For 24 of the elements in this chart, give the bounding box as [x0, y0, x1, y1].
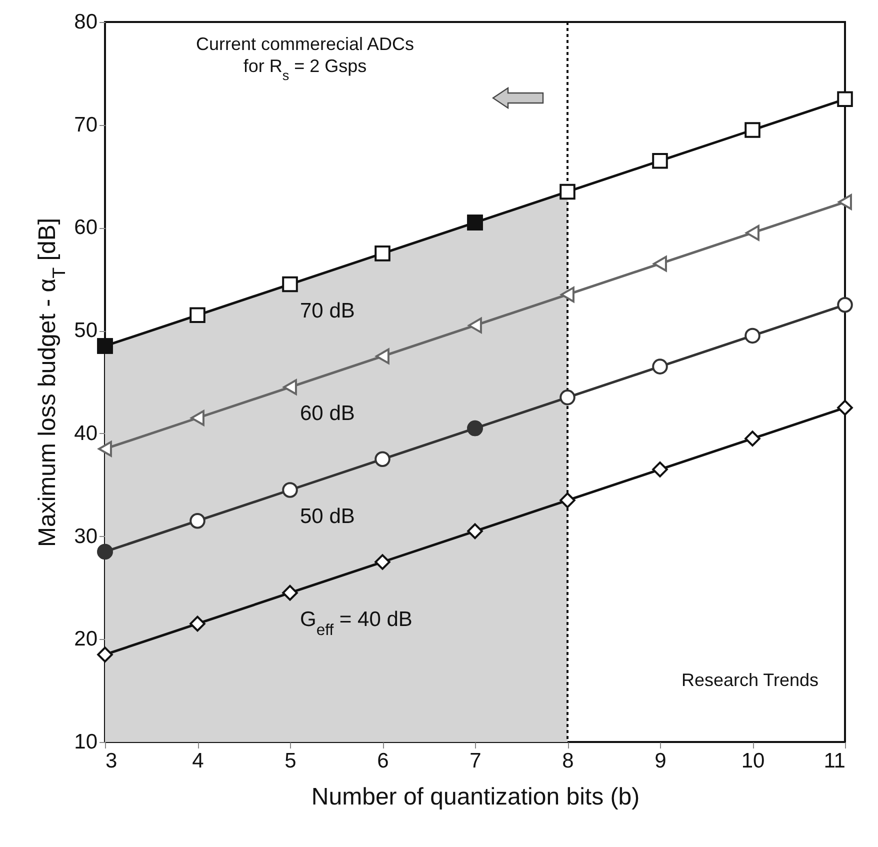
- x-tick-label: 5: [284, 750, 296, 772]
- x-tick-label: 6: [377, 750, 389, 772]
- annotation: Current commerecial ADCs for R$_{s}$ = 2 Gsps: [196, 34, 414, 82]
- series-label: 50 dB: [300, 505, 355, 528]
- y-tick-label: 40: [74, 422, 98, 445]
- annotation: Research Trends: [681, 670, 819, 690]
- series-label: 70 dB: [300, 299, 355, 322]
- y-tick-label: 30: [74, 524, 98, 548]
- x-tick-label: 7: [470, 750, 482, 772]
- series-label: G$_{eff}$ = 40 dB: [300, 608, 412, 638]
- x-axis-title: Number of quantization bits (b): [311, 784, 640, 810]
- y-tick-label: 60: [74, 216, 98, 240]
- x-tick-label: 8: [562, 750, 574, 772]
- series-label: 60 dB: [300, 402, 355, 426]
- x-tick-label: 10: [741, 750, 765, 772]
- x-tick-label: 11: [824, 750, 846, 772]
- y-tick-label: 10: [74, 730, 98, 754]
- y-tick-label: 50: [74, 319, 98, 342]
- x-tick-label: 9: [654, 750, 666, 772]
- x-tick-label: 4: [192, 750, 204, 772]
- x-tick-label: 3: [106, 750, 118, 772]
- y-tick-label: 20: [74, 628, 98, 651]
- y-tick-label: 80: [74, 10, 98, 34]
- y-tick-label: 70: [74, 113, 98, 136]
